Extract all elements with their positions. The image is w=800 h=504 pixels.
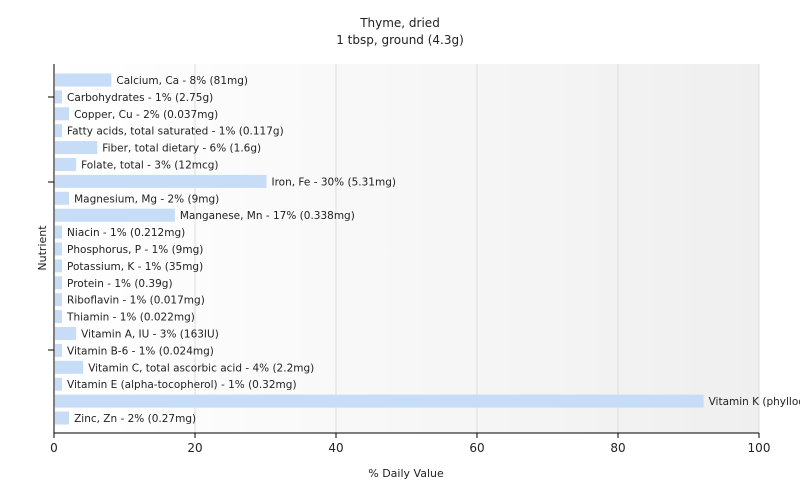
data-label: Iron, Fe - 30% (5.31mg) <box>272 176 396 188</box>
bar <box>55 327 77 340</box>
bar <box>55 107 70 121</box>
bar <box>55 259 63 273</box>
data-label: Vitamin K (phylloquinone) - 92% (73.7mcg… <box>709 396 800 408</box>
bar <box>55 73 112 87</box>
grid-layer <box>194 64 760 433</box>
data-label: Zinc, Zn - 2% (0.27mg) <box>74 413 196 425</box>
data-label: Carbohydrates - 1% (2.75g) <box>67 92 213 104</box>
bar <box>55 293 63 307</box>
data-label: Magnesium, Mg - 2% (9mg) <box>74 193 219 205</box>
bar <box>55 158 77 171</box>
data-label: Riboflavin - 1% (0.017mg) <box>67 295 205 307</box>
bar <box>55 343 63 357</box>
x-tick-label: 80 <box>610 441 625 455</box>
x-tick-label: 40 <box>328 441 343 455</box>
x-tick-label: 100 <box>748 441 771 455</box>
bar <box>55 242 63 256</box>
x-tick-label: 20 <box>187 441 202 455</box>
x-tick-label: 0 <box>50 441 58 455</box>
plot-background <box>54 64 759 433</box>
axes-layer: 0 20 40 60 80 100 <box>48 64 770 455</box>
data-label: Thiamin - 1% (0.022mg) <box>66 312 195 324</box>
bar <box>55 394 704 408</box>
data-label: Potassium, K - 1% (35mg) <box>67 261 203 273</box>
data-label: Fiber, total dietary - 6% (1.6g) <box>102 143 261 155</box>
data-label: Copper, Cu - 2% (0.037mg) <box>74 109 218 121</box>
y-axis-label: Nutrient <box>36 225 49 271</box>
bars-layer <box>55 73 704 425</box>
bar <box>55 310 63 324</box>
data-label: Niacin - 1% (0.212mg) <box>67 227 185 239</box>
data-label: Vitamin E (alpha-tocopherol) - 1% (0.32m… <box>67 379 296 391</box>
chart-title: Thyme, dried <box>359 16 440 30</box>
bar <box>55 174 267 188</box>
bar <box>55 208 175 222</box>
data-label: Protein - 1% (0.39g) <box>67 278 173 290</box>
bar <box>55 377 63 391</box>
x-axis-label: % Daily Value <box>368 467 444 480</box>
data-label: Fatty acids, total saturated - 1% (0.117… <box>67 126 284 138</box>
data-label: Vitamin A, IU - 3% (163IU) <box>81 329 219 341</box>
bar <box>55 276 63 290</box>
data-label: Manganese, Mn - 17% (0.338mg) <box>180 210 355 222</box>
bar <box>55 124 63 138</box>
x-tick-label: 60 <box>469 441 484 455</box>
data-labels-layer: Calcium, Ca - 8% (81mg) Carbohydrates - 1… <box>66 75 800 425</box>
data-label: Calcium, Ca - 8% (81mg) <box>116 75 248 87</box>
bar <box>55 225 63 239</box>
bar <box>55 360 84 374</box>
bar <box>55 90 63 104</box>
bar <box>55 411 70 425</box>
bar <box>55 191 70 205</box>
data-label: Vitamin C, total ascorbic acid - 4% (2.2… <box>88 362 314 374</box>
chart-subtitle: 1 tbsp, ground (4.3g) <box>336 33 464 47</box>
data-label: Folate, total - 3% (12mcg) <box>81 160 218 172</box>
bar <box>55 141 98 155</box>
data-label: Phosphorus, P - 1% (9mg) <box>67 244 203 256</box>
data-label: Vitamin B-6 - 1% (0.024mg) <box>67 345 214 357</box>
